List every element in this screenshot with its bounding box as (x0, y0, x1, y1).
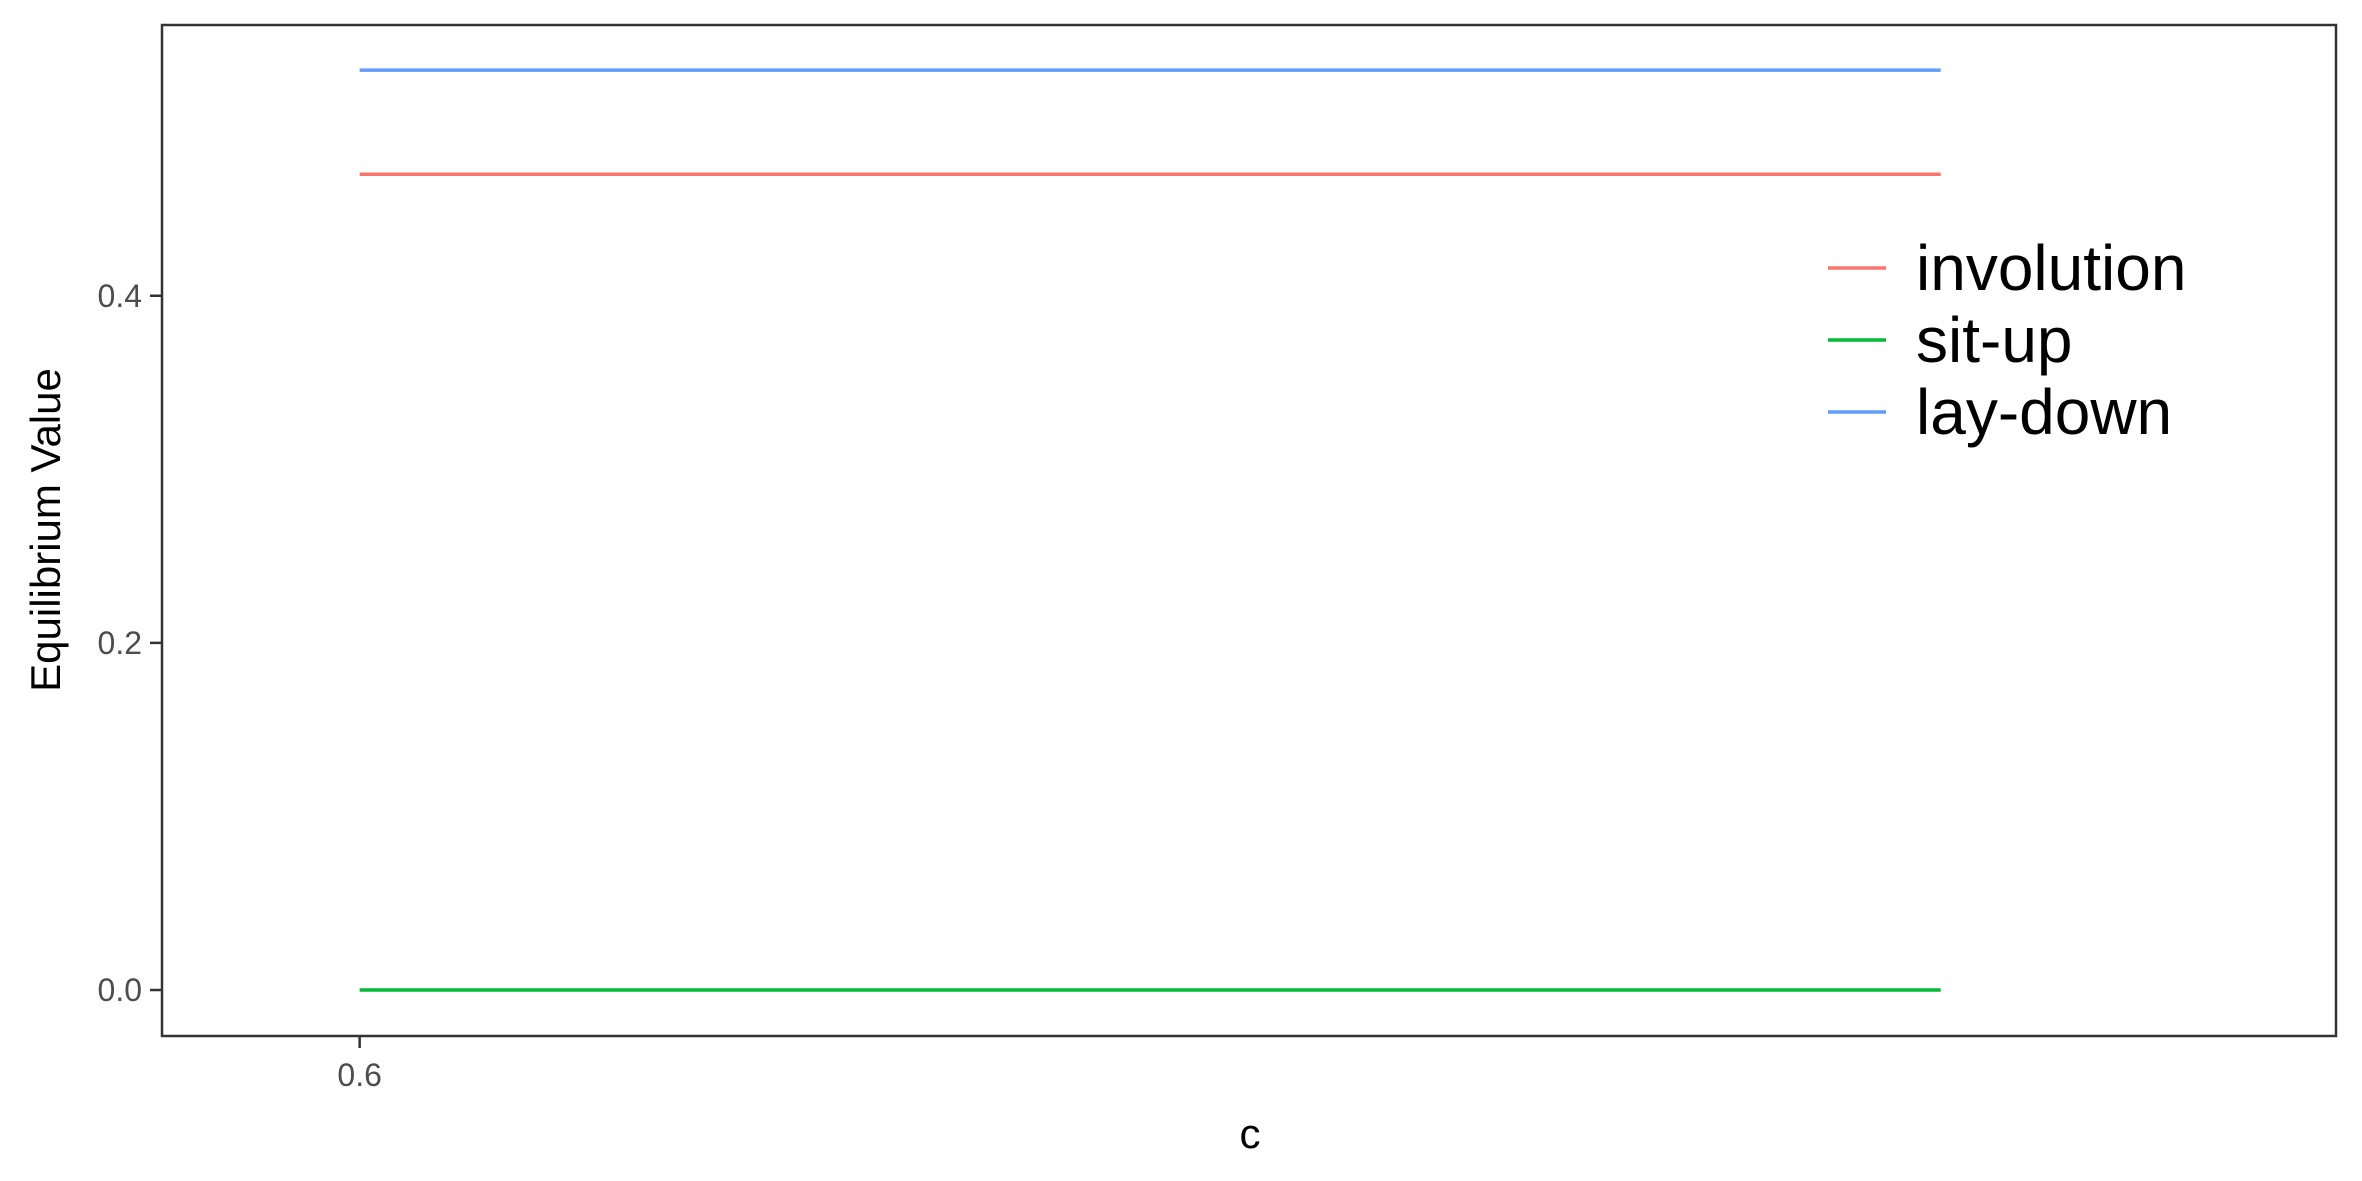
y-tick-label: 0.0 (98, 972, 142, 1008)
x-axis: 0.6 (337, 1036, 382, 1093)
y-tick-label: 0.4 (98, 278, 142, 314)
y-axis-title: Equilibrium Value (22, 368, 69, 692)
x-tick-label: 0.6 (337, 1057, 381, 1093)
x-axis-title: c (1240, 1110, 1261, 1157)
legend-label-sit-up: sit-up (1916, 304, 2073, 376)
series-layer (359, 68, 1941, 992)
legend-label-lay-down: lay-down (1916, 376, 2172, 448)
legend-label-involution: involution (1916, 232, 2186, 304)
y-tick-label: 0.2 (98, 625, 142, 661)
y-axis: 0.0 0.2 0.4 (98, 278, 162, 1008)
plot-panel (160, 23, 2338, 1038)
